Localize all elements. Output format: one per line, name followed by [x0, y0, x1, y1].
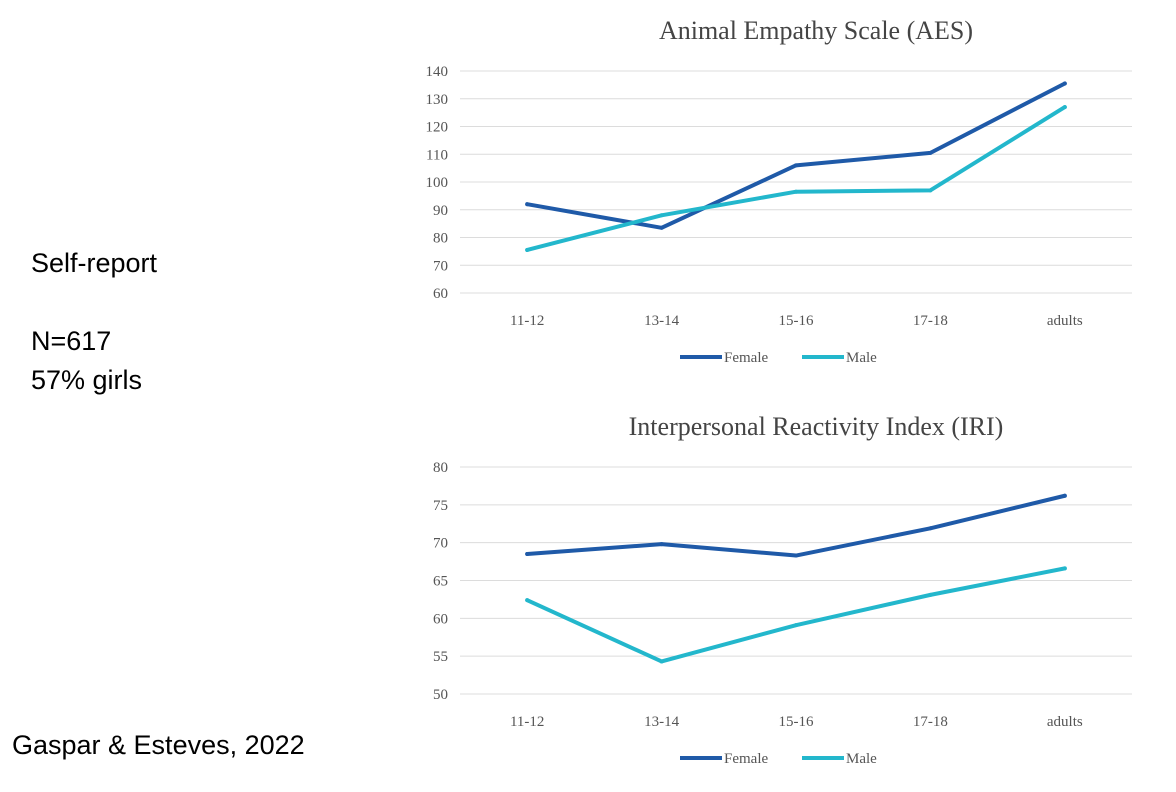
y-tick-label: 120 [426, 120, 449, 136]
method-label: Self-report [31, 248, 158, 278]
data-point-male [928, 592, 933, 597]
x-tick-label: 11-12 [510, 714, 544, 730]
data-point-female [1062, 81, 1067, 86]
data-point-male [1062, 566, 1067, 571]
y-tick-label: 80 [433, 460, 448, 476]
data-point-male [1062, 105, 1067, 110]
chart-title: Animal Empathy Scale (AES) [659, 16, 973, 45]
data-point-male [659, 659, 664, 664]
x-tick-label: 15-16 [779, 714, 814, 730]
iri-chart: Interpersonal Reactivity Index (IRI) 50 55… [433, 412, 1132, 767]
legend-label-male: Male [846, 350, 877, 366]
y-tick-label: 55 [433, 649, 448, 665]
data-point-female [659, 225, 664, 230]
data-point-female [1062, 493, 1067, 498]
sample-girls-label: 57% girls [31, 365, 143, 395]
x-tick-label: 13-14 [644, 313, 679, 329]
x-tick-label: 17-18 [913, 714, 948, 730]
x-tick-label: 13-14 [644, 714, 679, 730]
data-point-male [525, 247, 530, 252]
y-tick-label: 70 [433, 536, 448, 552]
y-tick-label: 140 [426, 64, 449, 80]
y-tick-label: 130 [426, 92, 449, 108]
x-tick-label: 11-12 [510, 313, 544, 329]
data-point-male [525, 598, 530, 603]
y-tick-label: 75 [433, 498, 448, 514]
y-tick-label: 65 [433, 574, 448, 590]
data-point-female [794, 553, 798, 558]
series-line-male [525, 566, 1067, 664]
y-tick-label: 100 [426, 175, 449, 191]
chart-title: Interpersonal Reactivity Index (IRI) [629, 412, 1004, 441]
sample-size-label: N=617 [31, 326, 112, 356]
legend-label-female: Female [724, 350, 768, 366]
y-tick-label: 110 [426, 147, 448, 163]
data-point-female [659, 542, 664, 547]
data-point-female [525, 552, 530, 557]
x-tick-label: 17-18 [913, 313, 948, 329]
y-tick-label: 90 [433, 203, 448, 219]
legend-label-male: Male [846, 751, 877, 767]
y-tick-label: 50 [433, 687, 448, 703]
data-point-female [794, 163, 798, 168]
y-tick-label: 60 [433, 286, 448, 302]
data-point-male [928, 188, 933, 193]
series-line-male [525, 105, 1067, 252]
y-tick-label: 70 [433, 258, 448, 274]
data-point-male [659, 213, 664, 218]
data-point-male [794, 623, 798, 628]
x-tick-label: adults [1047, 714, 1083, 730]
legend-label-female: Female [724, 751, 768, 767]
y-tick-label: 80 [433, 231, 448, 247]
data-point-female [928, 150, 933, 155]
citation: Gaspar & Esteves, 2022 [12, 730, 305, 760]
x-tick-label: adults [1047, 313, 1083, 329]
aes-chart: Animal Empathy Scale (AES) 60 70 80 90 100 110… [426, 16, 1132, 366]
y-tick-label: 60 [433, 611, 448, 627]
data-point-male [794, 189, 798, 194]
data-point-female [928, 526, 933, 531]
data-point-female [525, 202, 530, 207]
x-tick-label: 15-16 [779, 313, 814, 329]
